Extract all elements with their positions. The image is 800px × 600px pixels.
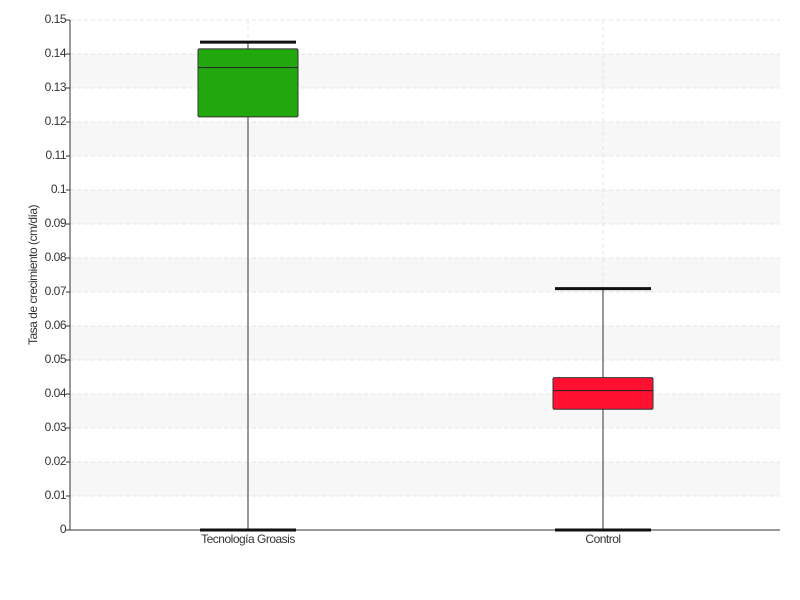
grid-band xyxy=(70,190,780,224)
y-tick-label: 0.13 xyxy=(45,80,67,94)
grid-band xyxy=(70,394,780,428)
y-tick-label: 0.09 xyxy=(45,216,67,230)
grid-band xyxy=(70,54,780,88)
y-axis-label: Tasa de crecimiento (cm/día) xyxy=(26,204,40,345)
grid-band xyxy=(70,326,780,360)
x-tick-label: Control xyxy=(585,532,620,546)
y-tick-label: 0.04 xyxy=(45,386,67,400)
y-tick-label: 0.15 xyxy=(45,12,67,26)
y-tick-label: 0.06 xyxy=(45,318,67,332)
y-tick-label: 0.01 xyxy=(45,488,67,502)
y-tick-label: 0.02 xyxy=(45,454,67,468)
x-tick-label: Tecnología Groasis xyxy=(201,532,295,546)
y-tick-label: 0 xyxy=(60,522,67,536)
box xyxy=(197,48,299,118)
grid-band xyxy=(70,122,780,156)
y-tick-label: 0.1 xyxy=(51,182,67,196)
box xyxy=(552,377,654,410)
grid-band xyxy=(70,258,780,292)
y-tick-label: 0.05 xyxy=(45,352,67,366)
y-tick-label: 0.14 xyxy=(45,46,67,60)
grid-band xyxy=(70,462,780,496)
y-tick-label: 0.08 xyxy=(45,250,67,264)
y-tick-label: 0.03 xyxy=(45,420,67,434)
y-tick-label: 0.07 xyxy=(45,284,67,298)
y-tick-label: 0.12 xyxy=(45,114,67,128)
y-tick-label: 0.11 xyxy=(46,148,67,162)
